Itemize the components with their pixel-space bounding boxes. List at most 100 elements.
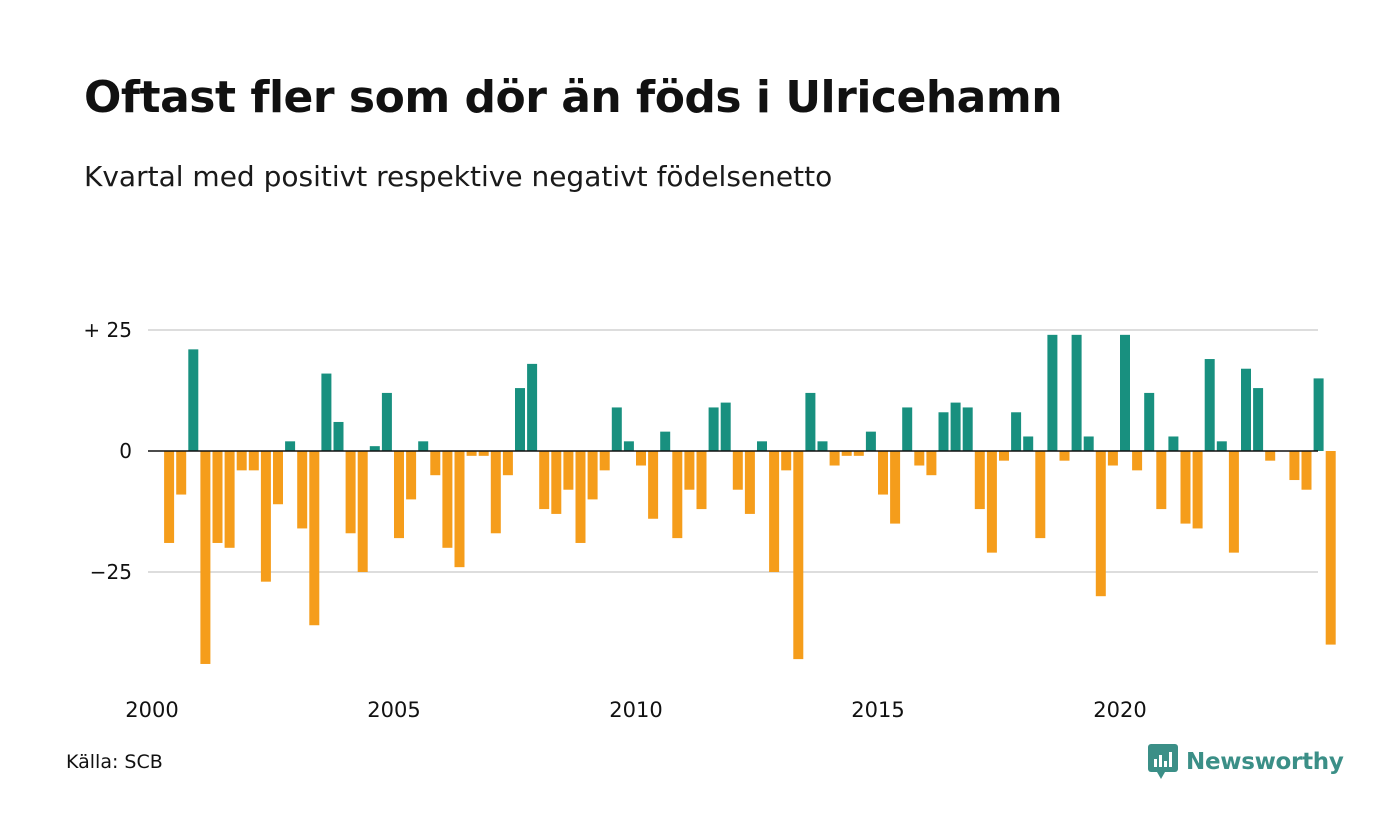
bar-negative [406,451,417,500]
bar-positive [1168,436,1179,451]
bar-negative [394,451,404,539]
bar-negative [236,451,247,471]
bar-negative [829,451,840,466]
bar-negative [357,451,368,572]
bar-negative [454,451,465,568]
x-tick-label: 2020 [1093,698,1146,722]
bars [164,334,1336,664]
bar-negative [636,451,646,466]
bar-negative [224,451,235,548]
bar-positive [865,431,876,451]
bar-negative [1325,451,1336,645]
bar-negative [563,451,574,490]
bar-negative [841,451,852,456]
bar-negative [309,451,320,626]
bar-negative [502,451,513,476]
bar-negative [1035,451,1046,539]
bar-positive [418,441,429,451]
bar-negative [999,451,1009,461]
bar-negative [478,451,489,456]
bar-positive [369,446,380,451]
bar-negative [793,451,804,660]
x-axis-ticks: 2000 2005 2010 2015 2020 [125,698,1146,722]
bar-negative [587,451,598,500]
bar-positive [333,421,344,451]
x-tick-label: 2015 [851,698,904,722]
bar-negative [599,451,610,471]
bar-positive [720,402,731,451]
bar-positive [1083,436,1094,451]
bar-negative [1228,451,1239,553]
bar-positive [321,373,332,451]
y-axis-ticks: + 25 0 −25 [83,318,132,584]
bar-negative [1289,451,1300,481]
bar-negative [490,451,501,534]
bar-positive [515,388,525,451]
brand-name: Newsworthy [1186,749,1344,775]
bar-negative [684,451,695,490]
bar-positive [1047,334,1058,451]
bar-positive [938,412,949,451]
bar-positive [817,441,828,451]
bar-negative [1132,451,1143,471]
bar-negative [769,451,780,572]
bar-negative [575,451,586,543]
bar-negative [1059,451,1070,461]
bar-negative [430,451,441,476]
bar-negative [648,451,659,519]
bar-positive [1071,334,1082,451]
bar-chart: + 25 0 −25 2000 2005 2010 2015 2020 [83,318,1336,722]
bar-positive [527,363,538,451]
bar-positive [1253,388,1264,451]
bar-negative [744,451,755,514]
bar-negative [164,451,175,543]
chart-subtitle: Kvartal med positivt respektive negativt… [84,160,833,193]
y-tick-label: −25 [90,560,132,584]
bar-negative [986,451,997,553]
bar-negative [260,451,271,582]
bar-positive [1120,334,1130,451]
bar-positive [1011,412,1022,451]
bar-negative [1180,451,1191,524]
bar-negative [1156,451,1167,510]
bar-positive [285,441,296,451]
bar-positive [1241,368,1251,451]
bar-negative [781,451,792,471]
bar-negative [1265,451,1276,461]
source-note: Källa: SCB [66,751,163,773]
newsworthy-logo-icon [1148,744,1178,779]
bar-negative [672,451,683,539]
bar-positive [1313,378,1324,451]
bar-positive [708,407,719,451]
bar-positive [757,441,767,451]
bar-positive [1144,392,1155,451]
bar-negative [551,451,562,514]
bar-negative [200,451,211,664]
bar-negative [297,451,308,529]
x-tick-label: 2010 [609,698,662,722]
bar-negative [890,451,901,524]
y-tick-label: + 25 [83,318,132,342]
bar-negative [248,451,259,471]
bar-positive [902,407,913,451]
bar-negative [914,451,925,466]
bar-positive [1204,359,1215,451]
bar-negative [1107,451,1118,466]
x-tick-label: 2005 [367,698,420,722]
bar-positive [623,441,634,451]
bar-negative [539,451,550,510]
bar-negative [212,451,223,543]
bar-negative [176,451,187,495]
bar-negative [853,451,864,456]
x-tick-label: 2000 [125,698,178,722]
bar-positive [1216,441,1227,451]
brand-logo[interactable]: Newsworthy [1148,744,1344,780]
bar-negative [1301,451,1312,490]
chart-title: Oftast fler som dör än föds i Ulricehamn [84,72,1063,123]
bar-negative [926,451,937,476]
bar-negative [1192,451,1203,529]
bar-negative [442,451,453,548]
bar-negative [345,451,356,534]
bar-positive [1023,436,1034,451]
bar-negative [696,451,707,510]
